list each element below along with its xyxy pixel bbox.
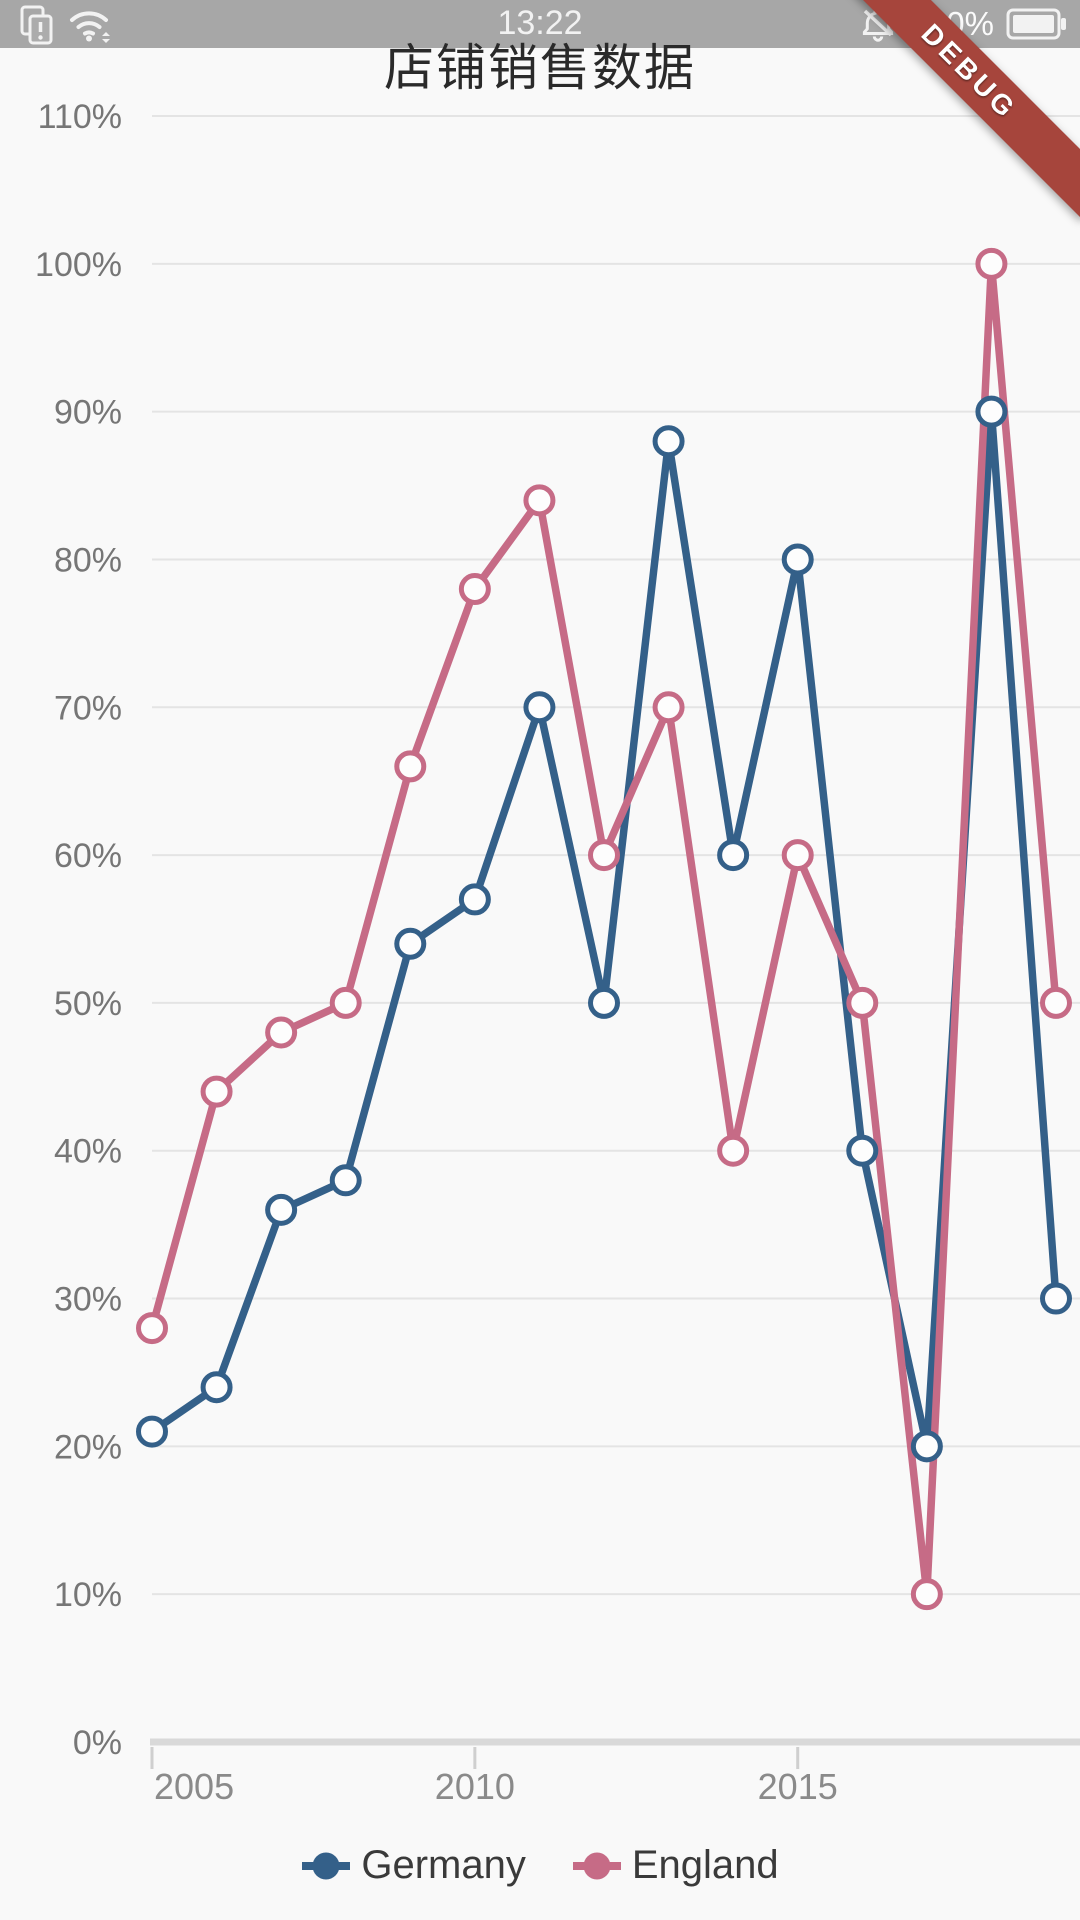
no-sim-icon — [20, 5, 53, 45]
battery-icon — [1006, 8, 1066, 40]
data-point-germany-2012[interactable] — [588, 986, 620, 1019]
legend-label: England — [631, 1843, 779, 1887]
data-point-england-2015[interactable] — [781, 839, 814, 872]
data-point-germany-2005[interactable] — [136, 1415, 168, 1448]
data-point-england-2019[interactable] — [1040, 986, 1072, 1019]
data-point-germany-2010[interactable] — [458, 883, 491, 916]
data-point-england-2005[interactable] — [136, 1312, 168, 1345]
data-point-england-2007[interactable] — [265, 1016, 298, 1049]
data-point-england-2011[interactable] — [523, 484, 556, 517]
data-point-germany-2015[interactable] — [781, 543, 814, 576]
data-point-germany-2011[interactable] — [523, 691, 556, 724]
data-point-germany-2009[interactable] — [394, 927, 427, 960]
data-point-england-2006[interactable] — [200, 1075, 233, 1108]
y-axis-label: 100% — [35, 246, 122, 284]
x-axis-label: 2005 — [154, 1766, 234, 1807]
series-line-england — [148, 260, 1060, 1598]
y-axis-label: 40% — [54, 1133, 122, 1171]
y-axis-label: 90% — [54, 394, 122, 432]
data-point-germany-2014[interactable] — [717, 839, 750, 872]
y-axis-label: 80% — [54, 541, 122, 579]
data-point-england-2008[interactable] — [329, 986, 362, 1019]
x-axis-label: 2010 — [435, 1766, 515, 1807]
clock-text: 13:22 — [497, 4, 583, 42]
data-point-germany-2016[interactable] — [846, 1134, 879, 1167]
y-axis-label: 60% — [54, 837, 122, 875]
legend-marker-icon — [302, 1852, 351, 1879]
legend-item-germany[interactable]: Germany — [301, 1843, 526, 1888]
y-axis-label: 10% — [54, 1576, 122, 1614]
data-point-england-2010[interactable] — [458, 573, 491, 606]
page-title: 店铺销售数据 — [384, 40, 696, 96]
data-point-germany-2013[interactable] — [652, 425, 685, 458]
legend-marker-icon — [572, 1852, 621, 1879]
debug-banner-label: DEBUG — [821, 0, 1080, 220]
data-point-germany-2017[interactable] — [910, 1430, 943, 1463]
wifi-icon — [70, 11, 110, 43]
y-axis-label: 0% — [73, 1724, 122, 1762]
data-point-england-2012[interactable] — [588, 839, 620, 872]
data-point-england-2009[interactable] — [394, 750, 427, 783]
x-axis-label: 2015 — [758, 1766, 838, 1807]
y-axis-label: 50% — [54, 985, 122, 1023]
y-axis-label: 110% — [38, 98, 122, 136]
debug-banner: DEBUG — [800, 0, 1080, 280]
y-axis-label: 30% — [54, 1281, 122, 1319]
data-point-england-2013[interactable] — [652, 691, 685, 724]
data-point-germany-2018[interactable] — [975, 395, 1008, 428]
legend-item-england[interactable]: England — [572, 1843, 779, 1888]
y-axis-label: 70% — [54, 689, 122, 727]
data-point-germany-2019[interactable] — [1040, 1282, 1072, 1315]
data-point-england-2018[interactable] — [975, 247, 1008, 280]
y-axis-label: 20% — [54, 1428, 122, 1466]
data-point-germany-2006[interactable] — [200, 1371, 233, 1404]
data-point-england-2017[interactable] — [910, 1578, 943, 1611]
data-point-germany-2007[interactable] — [265, 1193, 298, 1226]
status-bar-left — [14, 2, 114, 48]
data-point-england-2016[interactable] — [846, 986, 879, 1019]
data-point-england-2014[interactable] — [717, 1134, 750, 1167]
chart-legend: Germany England — [0, 1843, 1080, 1888]
legend-label: Germany — [361, 1843, 526, 1887]
data-point-germany-2008[interactable] — [329, 1164, 362, 1197]
series-line-germany — [148, 407, 1060, 1451]
